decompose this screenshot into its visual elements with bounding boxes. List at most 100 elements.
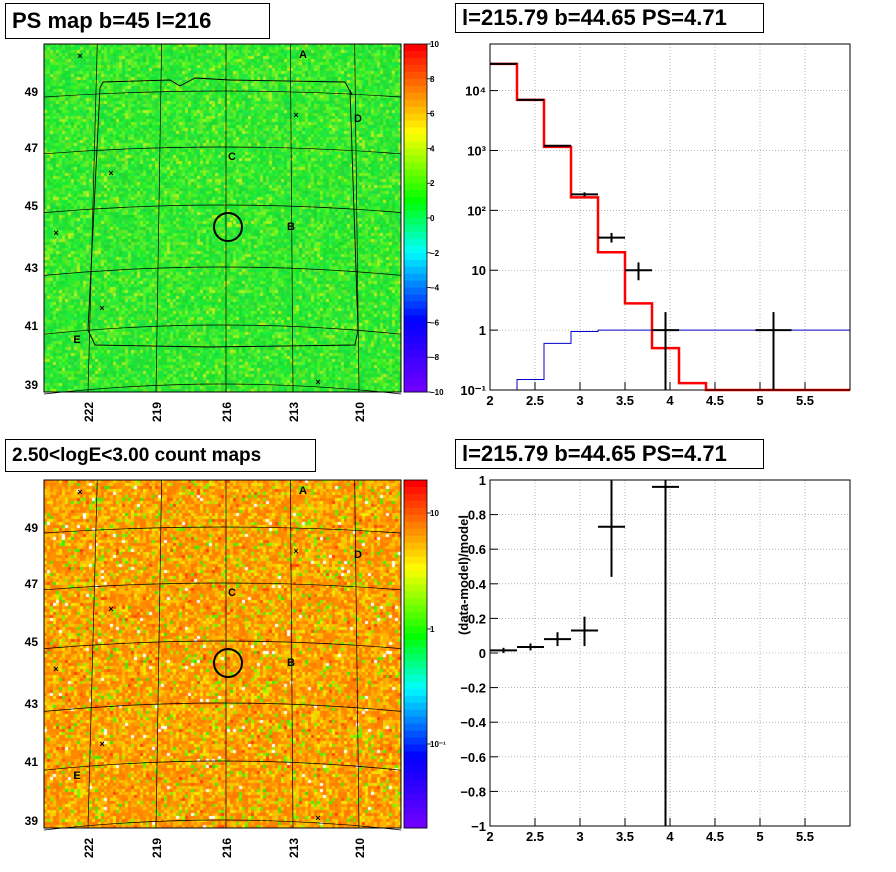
lat-tick-label: 41 [25, 755, 39, 769]
colorbar-segment [404, 113, 427, 122]
lon-tick-label: 216 [220, 838, 234, 858]
lon-tick-label: 213 [287, 402, 301, 422]
colorbar-tick-label: −2 [430, 249, 440, 258]
colorbar-segment [404, 633, 427, 641]
colorbar-tick-label: 2 [430, 179, 435, 188]
source-marker: × [108, 604, 113, 614]
colorbar-segment [404, 737, 427, 745]
colorbar-segment [404, 814, 427, 822]
count-map-panel: 49 47 45 43 41 39 222 219 216 213 210 A B C D E × × × × × × 10… [0, 436, 448, 872]
colorbar-segment [404, 640, 427, 648]
colorbar-segment [404, 660, 427, 669]
colorbar-segment [404, 364, 427, 372]
colorbar-segment [404, 667, 427, 676]
colorbar-segment [404, 231, 427, 240]
colorbar-segment [404, 92, 427, 101]
colorbar-tick-label: 10 [430, 509, 439, 518]
colorbar-segment [404, 577, 427, 585]
colorbar-segment [404, 50, 427, 59]
y-tick-label: 0.4 [468, 577, 487, 592]
colorbar-segment [404, 322, 427, 330]
colorbar-tick-label: 1 [430, 625, 435, 634]
x-tick-label: 5.5 [796, 393, 814, 408]
x-tick-label: 3 [576, 829, 583, 844]
colorbar-segment [404, 605, 427, 613]
colorbar-segment [404, 535, 427, 544]
colorbar-segment [404, 218, 427, 226]
colorbar-segment [404, 238, 427, 247]
y-tick-label: 1 [479, 323, 486, 338]
colorbar-segment [404, 287, 427, 296]
latitude-line [43, 324, 402, 335]
count-map-title: 2.50<logE<3.00 count maps [5, 439, 316, 472]
colorbar-segment [404, 688, 427, 697]
colorbar-segment [404, 64, 427, 73]
x-tick-label: 5.5 [796, 829, 814, 844]
latitude-line [43, 702, 402, 712]
colorbar-segment [404, 106, 427, 115]
ps-map-panel: 49 47 45 43 41 39 222 219 216 213 210 A B C D E × × × × × × 10… [0, 0, 448, 436]
colorbar-segment [404, 99, 427, 108]
colorbar-segment [404, 549, 427, 558]
lat-tick-label: 39 [25, 378, 39, 392]
region-label: E [73, 770, 80, 782]
source-marker: × [77, 487, 82, 497]
colorbar-segment [404, 591, 427, 599]
y-tick-label: −0.2 [460, 681, 486, 696]
x-tick-label: 3.5 [616, 393, 634, 408]
colorbar-segment [404, 786, 427, 794]
colorbar-segment [404, 723, 427, 732]
colorbar-tick-label: 4 [430, 144, 435, 153]
latitude-line [43, 760, 402, 771]
colorbar-segment [404, 654, 427, 662]
colorbar-tick-label: 0 [430, 214, 435, 223]
survey-region-boundary [87, 77, 359, 348]
lat-tick-label: 43 [25, 697, 39, 711]
colorbar-tick-label: 10⁻¹ [430, 740, 446, 749]
colorbar-segment [404, 85, 427, 94]
residual-panel: 2 2.5 3 3.5 4 4.5 5 5.5 −1 −0.8 −0.6 −0.4 −0.2 0 0.2 0.… [448, 436, 896, 872]
colorbar-segment [404, 556, 427, 565]
colorbar-segment [404, 779, 427, 787]
colorbar-segment [404, 744, 427, 752]
latitude-line [43, 383, 402, 395]
map-frame [43, 479, 402, 829]
colorbar-segment [404, 765, 427, 773]
y-tick-label: 0.2 [468, 611, 486, 626]
colorbar-segment [404, 211, 427, 219]
lon-tick-label: 210 [353, 402, 367, 422]
colorbar-segment [404, 542, 427, 551]
colorbar-segment [404, 169, 427, 177]
colorbar-segment [404, 273, 427, 282]
colorbar-segment [404, 336, 427, 344]
colorbar-segment [404, 252, 427, 261]
latitude-line [43, 90, 402, 98]
colorbar-segment [404, 619, 427, 627]
lat-tick-label: 45 [25, 635, 39, 649]
colorbar-segment [404, 514, 427, 523]
y-tick-label: 1 [479, 473, 486, 488]
lat-tick-label: 43 [25, 261, 39, 275]
colorbar-segment [404, 758, 427, 766]
y-tick-label: 10⁴ [465, 84, 486, 99]
longitude-line [354, 43, 360, 393]
colorbar-segment [404, 224, 427, 233]
colorbar-tick-label: −8 [430, 353, 440, 362]
colorbar-frame [403, 479, 428, 829]
colorbar-segment [404, 329, 427, 337]
colorbar-segment [404, 821, 427, 829]
x-tick-label: 5 [756, 393, 763, 408]
lon-tick-label: 213 [287, 838, 301, 858]
x-tick-label: 4 [666, 829, 674, 844]
region-label: C [228, 587, 236, 599]
lon-tick-label: 222 [82, 402, 96, 422]
lon-tick-label: 222 [82, 838, 96, 858]
colorbar-tick-label: −6 [430, 318, 440, 327]
colorbar-segment [404, 71, 427, 80]
lat-tick-label: 41 [25, 319, 39, 333]
latitude-line [43, 146, 402, 155]
lat-tick-label: 39 [25, 814, 39, 828]
longitude-line [354, 479, 360, 829]
colorbar-segment [404, 350, 427, 358]
colorbar-segment [404, 493, 427, 502]
